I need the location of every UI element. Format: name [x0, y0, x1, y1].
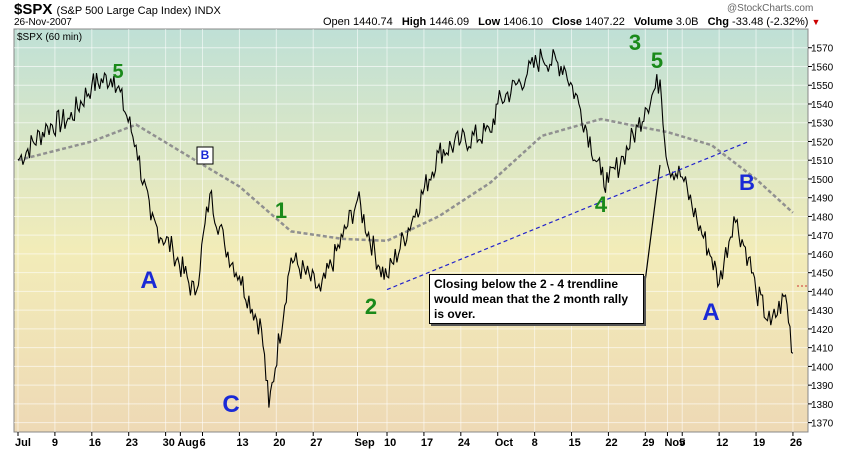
x-tick-label: Aug: [177, 437, 198, 449]
x-axis: Jul 9 16 23 30 Aug 6 13 20 27 Sep 10 17 24 Oct 8 15 22 29 N…: [15, 432, 802, 449]
y-tick-label: 1380: [811, 400, 834, 411]
x-tick-label: 24: [458, 437, 471, 449]
x-tick-label: 13: [236, 437, 248, 449]
y-tick-label: 1390: [811, 381, 834, 392]
low-value: 1406.10: [503, 16, 543, 28]
x-tick-label: 30: [163, 437, 175, 449]
wave-label: A: [702, 299, 719, 326]
quote-summary: Open 1440.74 High 1446.09 Low 1406.10 Cl…: [323, 16, 820, 28]
y-tick-label: 1510: [811, 156, 834, 167]
wave-label: 5: [651, 48, 663, 73]
wave-label: C: [222, 391, 239, 418]
close-value: 1407.22: [585, 16, 625, 28]
wave-label: 2: [365, 294, 377, 319]
x-tick-label: 9: [52, 437, 58, 449]
x-tick-label: 19: [753, 437, 765, 449]
y-axis: 1370 1380 1390 1400 1410 1420 1430 1440 1450 1460…: [808, 44, 834, 430]
x-tick-label: Jul: [15, 437, 31, 449]
y-tick-label: 1430: [811, 306, 834, 317]
open-label: Open: [323, 16, 350, 28]
wave-label: 1: [275, 198, 287, 223]
y-tick-label: 1400: [811, 362, 834, 373]
high-label: High: [401, 16, 427, 28]
y-tick-label: 1540: [811, 100, 834, 111]
x-tick-label: 26: [790, 437, 802, 449]
x-tick-label: 15: [569, 437, 581, 449]
wave-label: 3: [629, 30, 641, 55]
y-tick-label: 1480: [811, 212, 834, 223]
close-label: Close: [552, 16, 583, 28]
callout-pointer: [643, 164, 661, 291]
change-value: -33.48 (-2.32%): [732, 16, 809, 28]
series-legend: $SPX (60 min): [17, 32, 82, 43]
chart-date: 26-Nov-2007: [14, 17, 72, 28]
x-tick-label: 5: [679, 437, 685, 449]
y-tick-label: 1570: [811, 44, 834, 55]
plot-area: [13, 28, 809, 433]
x-tick-label: Nov: [664, 437, 686, 449]
change-label: Chg: [707, 16, 729, 28]
volume-label: Volume: [633, 16, 673, 28]
ticker-title: $SPX (S&P 500 Large Cap Index) INDX: [14, 1, 221, 18]
trendline: [386, 140, 749, 291]
y-tick-label: 1470: [811, 231, 834, 242]
x-tick-label: 16: [89, 437, 101, 449]
y-tick-label: 1550: [811, 81, 834, 92]
wave-label-box: [196, 146, 214, 165]
y-tick-label: 1500: [811, 175, 834, 186]
volume-value: 3.0B: [675, 16, 699, 28]
y-tick-label: 1520: [811, 137, 834, 148]
chart-header: $SPX (S&P 500 Large Cap Index) INDX 26-N…: [0, 0, 850, 28]
wave-label: 4: [595, 192, 608, 217]
x-tick-label: 6: [200, 437, 206, 449]
price-line: [17, 48, 794, 408]
y-tick-label: 1460: [811, 250, 834, 261]
y-tick-label: 1450: [811, 269, 834, 280]
y-tick-label: 1370: [811, 419, 834, 430]
open-value: 1440.74: [352, 16, 393, 28]
y-tick-label: 1560: [811, 62, 834, 73]
watermark: @StockCharts.com: [727, 3, 814, 14]
x-tick-label: 17: [421, 437, 433, 449]
y-tick-label: 1530: [811, 119, 834, 130]
x-tick-label: 22: [605, 437, 617, 449]
wave-label: B: [739, 170, 755, 195]
y-tick-label: 1440: [811, 287, 834, 298]
x-tick-label: 10: [384, 437, 396, 449]
x-tick-label: 20: [273, 437, 285, 449]
y-tick-label: 1420: [811, 325, 834, 336]
y-tick-label: 1490: [811, 194, 834, 205]
x-tick-label: Sep: [354, 437, 374, 449]
wave-label: A: [140, 267, 157, 294]
x-tick-label: 27: [310, 437, 322, 449]
x-tick-label: 12: [716, 437, 728, 449]
moving-average-line: [17, 117, 794, 243]
x-tick-label: Oct: [495, 437, 514, 449]
x-tick-label: 23: [126, 437, 138, 449]
y-tick-label: 1410: [811, 344, 834, 355]
y-gridlines: [14, 47, 808, 424]
high-value: 1446.09: [429, 16, 470, 28]
ticker-description: (S&P 500 Large Cap Index) INDX: [56, 5, 221, 17]
callout-note: Closing below the 2 - 4 trendline would …: [429, 274, 644, 324]
x-tick-label: 29: [642, 437, 654, 449]
wave-label: 5: [112, 61, 123, 83]
wave-label: B: [201, 148, 210, 162]
ticker-symbol: $SPX: [14, 1, 53, 18]
down-arrow-icon: ▼: [811, 17, 821, 27]
x-gridlines: [17, 29, 794, 432]
low-label: Low: [478, 16, 501, 28]
x-tick-label: 8: [532, 437, 538, 449]
